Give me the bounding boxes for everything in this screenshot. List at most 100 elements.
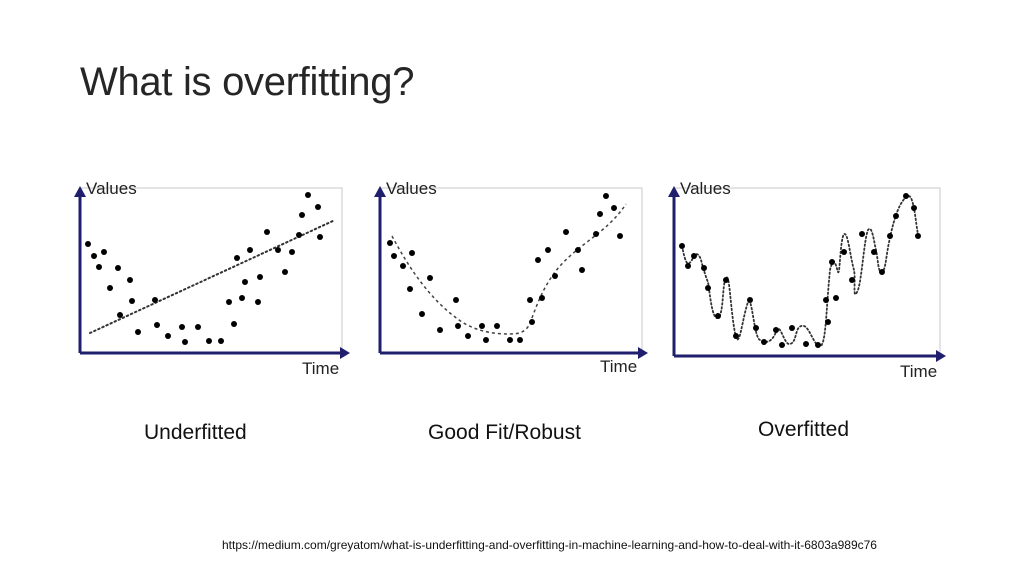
data-point [107,285,113,291]
data-point [85,241,91,247]
data-point [871,249,877,255]
data-point [879,269,885,275]
y-axis-arrow [668,186,680,197]
x-axis-arrow [638,347,648,359]
data-point [779,342,785,348]
data-point [563,229,569,235]
data-point [685,263,691,269]
data-point [453,297,459,303]
data-point [825,319,831,325]
data-point [829,259,835,265]
data-point [247,247,253,253]
data-point [127,277,133,283]
data-point [117,312,123,318]
x-axis-label: Time [302,359,339,378]
data-point [409,250,415,256]
data-point [255,299,261,305]
data-points [679,193,921,348]
x-axis-arrow [936,350,946,362]
data-point [195,324,201,330]
overfitted-caption: Overfitted [758,418,850,441]
data-point [407,286,413,292]
data-point [387,240,393,246]
y-axis-label: Values [680,179,731,198]
data-point [154,322,160,328]
data-point [815,342,821,348]
x-axis-arrow [340,347,350,359]
data-point [179,324,185,330]
data-point [115,265,121,271]
data-point [597,211,603,217]
data-point [849,277,855,283]
data-point [593,231,599,237]
data-point [275,247,281,253]
data-point [552,273,558,279]
data-point [823,297,829,303]
data-point [165,333,171,339]
data-point [315,204,321,210]
data-points [387,193,623,343]
data-point [206,338,212,344]
data-point [887,233,893,239]
data-point [893,213,899,219]
data-point [152,297,158,303]
good-fit-panel: Values Time [370,170,660,385]
data-point [773,327,779,333]
fit-line [89,219,336,334]
data-point [437,327,443,333]
slide-title: What is overfitting? [80,60,415,104]
source-url[interactable]: https://medium.com/greyatom/what-is-unde… [222,538,877,552]
data-point [701,265,707,271]
data-point [419,311,425,317]
data-point [242,279,248,285]
data-point [479,323,485,329]
data-point [527,297,533,303]
data-point [803,341,809,347]
data-point [226,299,232,305]
data-point [733,333,739,339]
data-point [715,313,721,319]
data-point [579,267,585,273]
data-point [91,253,97,259]
data-point [289,249,295,255]
data-point [691,253,697,259]
data-point [296,232,302,238]
data-point [611,205,617,211]
data-point [182,339,188,345]
x-axis-label: Time [600,357,637,376]
y-axis-arrow [74,186,86,197]
good-fit-plot: Values Time [374,179,648,376]
data-point [400,263,406,269]
overfitted-plot: Values Time [668,179,946,381]
data-point [257,274,263,280]
data-point [575,247,581,253]
data-point [129,298,135,304]
data-point [679,243,685,249]
underfitted-panel: Values Time [70,170,360,385]
fit-curve [391,203,627,335]
data-point [789,325,795,331]
data-point [299,212,305,218]
data-point [903,193,909,199]
data-point [101,249,107,255]
data-point [539,295,545,301]
y-axis-label: Values [86,179,137,198]
data-point [305,192,311,198]
data-point [317,234,323,240]
underfitted-plot: Values Time [74,179,350,378]
data-point [761,339,767,345]
data-point [915,233,921,239]
data-points [85,192,323,345]
y-axis-arrow [374,186,386,197]
data-point [391,253,397,259]
data-point [833,295,839,301]
data-point [218,338,224,344]
y-axis-label: Values [386,179,437,198]
data-point [517,337,523,343]
data-point [507,337,513,343]
data-point [911,205,917,211]
plot-frame [673,187,941,357]
underfitted-caption: Underfitted [144,421,247,444]
data-point [465,333,471,339]
data-point [427,275,433,281]
